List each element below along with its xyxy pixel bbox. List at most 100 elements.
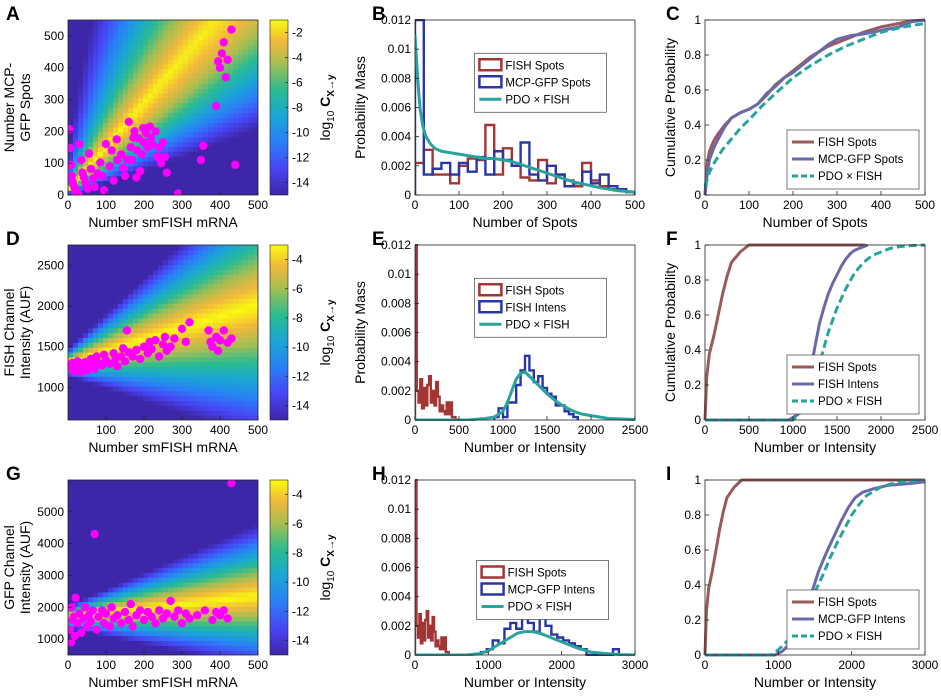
- heat-cell: [183, 34, 189, 41]
- heat-cell: [98, 650, 104, 655]
- heat-cell: [128, 317, 134, 324]
- heat-cell: [198, 489, 204, 496]
- heat-cell: [148, 332, 154, 338]
- x-tick-label: 0: [65, 658, 72, 672]
- heat-cell: [143, 381, 149, 387]
- heat-cell: [173, 625, 179, 632]
- heat-cell: [123, 489, 129, 496]
- heat-cell: [103, 322, 109, 329]
- heat-cell: [238, 112, 244, 118]
- heat-cell: [173, 39, 179, 45]
- heat-cell: [143, 514, 149, 520]
- histogram-fish-spots: [415, 244, 457, 420]
- heat-cell: [68, 494, 74, 501]
- heat-cell: [218, 562, 224, 569]
- heat-cell: [218, 395, 224, 402]
- heat-cell: [233, 303, 239, 309]
- colorbar-label-main: log: [317, 582, 333, 601]
- heat-cell: [213, 400, 219, 407]
- heat-cell: [148, 29, 154, 36]
- heat-cell: [113, 293, 119, 300]
- heat-cell: [243, 269, 249, 275]
- heat-cell: [218, 313, 224, 319]
- y-tick-label: 3000: [37, 568, 64, 582]
- heat-cell: [223, 405, 229, 411]
- heat-cell: [128, 376, 134, 382]
- heat-cell: [188, 288, 194, 295]
- heat-cell: [123, 405, 129, 411]
- heat-cell: [238, 24, 244, 31]
- heat-cell: [98, 327, 104, 334]
- heat-cell: [158, 400, 164, 407]
- heat-cell: [163, 298, 169, 304]
- heat-cell: [83, 245, 89, 251]
- heat-cell: [238, 351, 244, 358]
- heat-cell: [93, 376, 99, 382]
- heat-cell: [188, 499, 194, 505]
- histogram-bar: [418, 638, 419, 656]
- heat-cell: [173, 185, 179, 191]
- heat-cell: [193, 185, 199, 191]
- heat-cell: [178, 390, 184, 397]
- heat-cell: [183, 175, 189, 182]
- y-tick-label: 0.4: [684, 578, 701, 592]
- data-point: [73, 618, 82, 628]
- heat-cell: [113, 601, 119, 607]
- heat-cell: [123, 567, 129, 573]
- heat-cell: [138, 269, 144, 275]
- heat-cell: [103, 88, 109, 94]
- heat-cell: [158, 347, 164, 353]
- heat-cell: [203, 630, 209, 637]
- heat-cell: [73, 156, 79, 162]
- heat-cell: [238, 151, 244, 157]
- heat-cell: [118, 410, 124, 416]
- heat-cell: [188, 160, 194, 167]
- heat-cell: [68, 415, 74, 420]
- heat-cell: [88, 102, 94, 109]
- heat-cell: [98, 381, 104, 387]
- heat-cell: [113, 44, 119, 50]
- heat-cell: [223, 533, 229, 539]
- heat-cell: [88, 126, 94, 133]
- heat-cell: [253, 264, 258, 270]
- heat-cell: [98, 533, 104, 539]
- heat-cell: [133, 332, 139, 338]
- heat-cell: [78, 577, 84, 583]
- heat-cell: [188, 102, 194, 109]
- colorbar-tick-label: -4: [292, 488, 303, 502]
- heat-cell: [253, 361, 258, 368]
- heat-cell: [158, 39, 164, 45]
- heat-cell: [208, 102, 214, 109]
- histogram-bar: [430, 626, 431, 655]
- heat-cell: [223, 548, 229, 554]
- heat-cell: [218, 274, 224, 280]
- heat-cell: [88, 92, 94, 99]
- heat-cell: [183, 395, 189, 402]
- heat-cell: [138, 548, 144, 554]
- heat-cell: [238, 63, 244, 70]
- heat-cell: [148, 20, 154, 26]
- heat-cell: [138, 572, 144, 578]
- heat-cell: [178, 122, 184, 128]
- heat-cell: [168, 44, 174, 50]
- heat-cell: [208, 543, 214, 549]
- heat-cell: [138, 68, 144, 75]
- heat-cell: [153, 54, 159, 60]
- heat-cell: [223, 160, 229, 167]
- heat-cell: [108, 190, 114, 195]
- heat-cell: [198, 49, 204, 55]
- heat-cell: [98, 24, 104, 31]
- heat-cell: [198, 274, 204, 280]
- heat-cell: [253, 327, 258, 334]
- heat-cell: [128, 538, 134, 544]
- x-axis-label: Number or Intensity: [464, 439, 586, 455]
- heat-cell: [108, 34, 114, 41]
- heat-cell: [148, 381, 154, 387]
- heat-cell: [133, 650, 139, 655]
- heat-cell: [233, 630, 239, 637]
- heat-cell: [78, 39, 84, 45]
- heat-cell: [208, 322, 214, 329]
- heat-cell: [198, 351, 204, 358]
- heat-cell: [198, 303, 204, 309]
- heat-cell: [88, 572, 94, 578]
